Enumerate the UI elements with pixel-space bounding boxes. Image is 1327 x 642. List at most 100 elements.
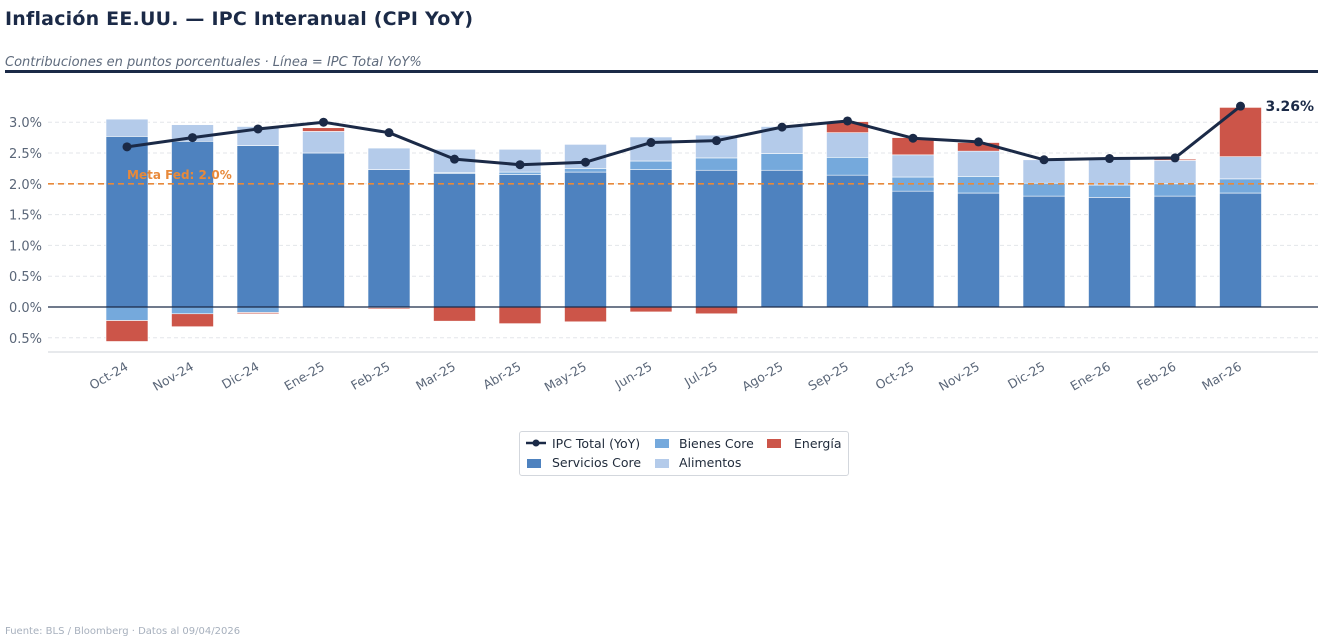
bar-bienes-core <box>826 157 869 176</box>
x-tick-label: Dic-25 <box>1005 359 1047 392</box>
bar-alimentos <box>105 118 149 137</box>
bar-bienes-core <box>629 160 673 170</box>
bar-servicios-core <box>367 169 411 308</box>
ipc-total-point <box>581 157 590 167</box>
bar-alimentos <box>891 154 935 178</box>
ipc-total-point <box>188 133 197 143</box>
ipc-total-point <box>515 160 525 170</box>
x-tick-label: Mar-26 <box>1199 359 1244 394</box>
bar-alimentos <box>1219 156 1262 180</box>
bar-servicios-core <box>1153 195 1197 308</box>
bar-servicios-core <box>498 174 542 308</box>
x-tick-label: Oct-25 <box>873 359 917 393</box>
bar-servicios-core <box>236 145 280 308</box>
chart-legend: IPC Total (YoY) Servicios Core Bienes Co… <box>519 431 849 476</box>
ipc-total-point <box>1039 155 1049 165</box>
ipc-total-point <box>843 116 852 126</box>
bar-energ-a <box>433 306 476 322</box>
bar-servicios-core <box>891 190 935 308</box>
legend-label: Bienes Core <box>679 436 754 451</box>
cpi-stacked-bar-chart: 0.5% 0.0% 0.5% 1.0% 1.5% 2.0% 2.5% 3.0% Meta Fed… <box>9 99 1318 395</box>
legend-label: Servicios Core <box>552 455 642 470</box>
bar-servicios-core <box>433 173 476 308</box>
bar-bienes-core <box>236 306 280 313</box>
ipc-total-point <box>1170 153 1180 163</box>
y-tick-label: 2.5% <box>9 147 42 162</box>
bar-bienes-core <box>760 153 804 171</box>
ipc-total-point <box>1105 154 1114 164</box>
bar-servicios-core <box>760 169 804 308</box>
ipc-total-point <box>253 124 263 134</box>
bar-bienes-core <box>1088 184 1131 198</box>
bar-bienes-core <box>695 157 738 171</box>
ipc-total-point <box>450 154 459 164</box>
x-tick-label: Nov-25 <box>936 359 982 394</box>
bar-servicios-core <box>171 140 214 308</box>
bar-energ-a <box>629 306 673 313</box>
ipc-total-point <box>646 138 656 148</box>
bar-servicios-core <box>105 136 149 308</box>
bar-bienes-core <box>171 306 214 315</box>
legend-swatch <box>767 439 781 448</box>
chart-title: Inflación EE.UU. — IPC Interanual (CPI Y… <box>5 8 474 30</box>
bar-energ-a <box>498 306 542 324</box>
ipc-total-point <box>777 122 787 132</box>
x-tick-label: Dic-24 <box>219 359 262 392</box>
bar-alimentos <box>957 150 1000 177</box>
bar-energ-a <box>367 307 411 310</box>
ipc-total-point <box>1236 101 1245 111</box>
bar-bienes-core <box>498 171 542 175</box>
x-tick-label: Oct-24 <box>87 359 131 393</box>
legend-swatch <box>655 439 669 448</box>
bar-energ-a <box>302 127 345 132</box>
bar-alimentos <box>1153 160 1197 185</box>
bar-servicios-core <box>302 152 345 308</box>
bar-servicios-core <box>564 171 607 308</box>
bar-energ-a <box>236 312 280 315</box>
x-tick-label: Nov-24 <box>150 359 196 394</box>
y-tick-label: 1.0% <box>9 239 42 254</box>
y-tick-label: 0.5% <box>9 270 42 285</box>
ipc-total-point <box>712 136 721 146</box>
x-tick-label: Sep-25 <box>805 359 851 394</box>
bar-bienes-core <box>1219 178 1262 194</box>
chart-subtitle: Contribuciones en puntos porcentuales · … <box>5 55 422 70</box>
x-tick-label: Ene-26 <box>1067 359 1113 394</box>
ipc-total-point <box>384 128 394 138</box>
title-divider <box>5 70 1318 73</box>
legend-line-marker <box>526 439 546 447</box>
bar-alimentos <box>302 131 345 154</box>
x-tick-label: Ago-25 <box>739 359 785 394</box>
bar-energ-a <box>105 320 149 342</box>
fed-target-label: Meta Fed: 2.0% <box>127 168 232 182</box>
x-tick-label: Abr-25 <box>480 359 523 393</box>
bar-bienes-core <box>564 168 607 173</box>
bar-alimentos <box>826 132 869 158</box>
ipc-total-point <box>122 142 132 152</box>
y-tick-label: 2.0% <box>9 178 42 193</box>
x-tick-label: Feb-25 <box>348 359 392 393</box>
bar-servicios-core <box>826 174 869 308</box>
x-tick-label: Jun-25 <box>612 359 655 392</box>
y-tick-label: 3.0% <box>9 116 42 131</box>
ipc-total-point <box>319 117 328 127</box>
bar-servicios-core <box>1219 192 1262 308</box>
last-value-label: 3.26% <box>1266 99 1315 115</box>
ipc-total-line <box>126 105 1242 167</box>
bar-alimentos <box>367 147 411 170</box>
x-tick-label: Ene-25 <box>281 359 327 394</box>
y-tick-label: 0.0% <box>9 301 42 316</box>
legend-label: Energía <box>794 436 842 451</box>
bar-bienes-core <box>105 306 149 321</box>
bar-bienes-core <box>1153 183 1197 197</box>
source-note: Fuente: BLS / Bloomberg · Datos al 09/04… <box>5 626 241 637</box>
bar-servicios-core <box>1088 197 1131 308</box>
x-tick-label: Feb-26 <box>1134 359 1178 393</box>
legend-swatch <box>527 459 541 468</box>
legend-label: Alimentos <box>679 455 742 470</box>
legend-label: IPC Total (YoY) <box>552 436 641 451</box>
bar-servicios-core <box>695 169 738 308</box>
bar-energ-a <box>695 306 738 315</box>
bar-bienes-core <box>957 176 1000 194</box>
ipc-total-point <box>974 137 983 147</box>
